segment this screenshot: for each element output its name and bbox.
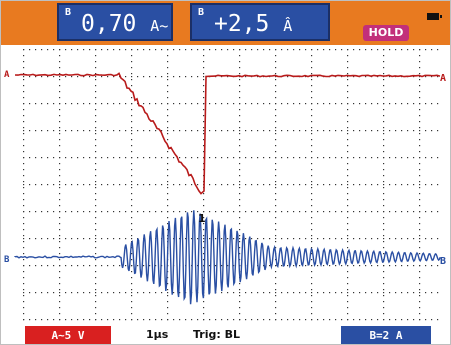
channel-a-scale-badge[interactable]: A~5 V: [25, 326, 111, 344]
channel-b-left-marker: B: [4, 255, 10, 265]
channel-a-trace: [14, 72, 441, 195]
channel-b-unit: Â: [283, 17, 293, 35]
channel-a-value: 0,70 A~: [81, 11, 169, 37]
trigger-label: Trig: BL: [193, 328, 240, 341]
channel-a-left-marker: A: [4, 70, 10, 80]
channel-a-unit: A~: [150, 17, 169, 35]
grid-dots: [23, 49, 439, 321]
top-bar: B 0,70 A~ B +2,5 Â HOLD: [1, 1, 450, 45]
trigger-marker: 1: [198, 212, 206, 225]
channel-b-scale-badge[interactable]: B=2 A: [341, 326, 431, 344]
bottom-bar: A~5 V 1µs Trig: BL B=2 A: [1, 324, 450, 344]
timebase-label: 1µs: [146, 328, 169, 341]
channel-b-readout[interactable]: B +2,5 Â: [190, 3, 330, 41]
channel-b-trace: [14, 210, 441, 305]
channel-a-right-marker: A: [440, 73, 446, 84]
channel-b-right-marker: B: [440, 256, 446, 267]
channel-a-marker: B: [65, 7, 72, 18]
hold-indicator[interactable]: HOLD: [363, 25, 409, 41]
waveform-plot: A A B B 1: [4, 49, 446, 321]
channel-b-value: +2,5 Â: [214, 11, 293, 37]
battery-icon: [427, 13, 442, 20]
channel-b-marker: B: [198, 7, 205, 18]
channel-a-readout[interactable]: B 0,70 A~: [57, 3, 173, 41]
